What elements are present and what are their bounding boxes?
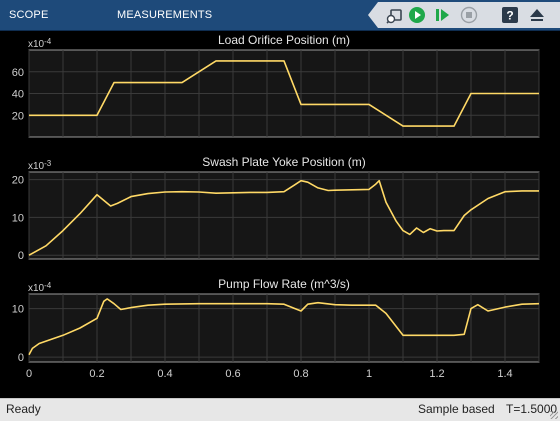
y-tick-label: 40	[12, 89, 24, 101]
tab-scope[interactable]: SCOPE	[9, 9, 49, 21]
y-tick-label: 20	[12, 110, 24, 122]
status-bar: Ready Sample based T=1.5000	[0, 398, 560, 421]
y-exponent-label: x10-4	[28, 37, 52, 50]
step-forward-icon[interactable]	[433, 6, 451, 24]
run-icon[interactable]	[408, 6, 426, 24]
scope-toolbar: SCOPE MEASUREMENTS ?	[0, 0, 560, 31]
resize-grip[interactable]	[550, 411, 558, 419]
x-tick-label: 0.6	[225, 368, 240, 380]
svg-text:?: ?	[506, 9, 513, 23]
axes-frame	[28, 293, 540, 363]
y-tick-label: 0	[18, 352, 24, 364]
x-tick-label: 1.4	[497, 368, 512, 380]
expand-icon[interactable]	[528, 6, 546, 24]
scope-panel-1: Load Orifice Position (m) 20 40 60 x10-4	[12, 33, 540, 138]
y-tick-label: 10	[12, 212, 24, 224]
x-tick-label: 1.2	[429, 368, 444, 380]
help-icon[interactable]: ?	[501, 6, 519, 24]
y-tick-label: 60	[12, 67, 24, 79]
y-exponent-label: x10-4	[28, 281, 52, 294]
series-line	[29, 60, 539, 127]
stop-icon[interactable]	[460, 6, 478, 24]
toolbar-button-group: ?	[368, 2, 560, 28]
highlight-block-icon[interactable]	[386, 6, 404, 24]
x-tick-label: 0	[26, 368, 32, 380]
scope-plot-area: Load Orifice Position (m) 20 40 60 x10-4 Swas…	[0, 31, 560, 397]
x-tick-label: 0.4	[157, 368, 172, 380]
tab-measurements[interactable]: MEASUREMENTS	[117, 9, 213, 21]
status-text: Ready	[6, 402, 41, 416]
panel-title: Swash Plate Yoke Position (m)	[202, 155, 365, 169]
series-line	[28, 179, 539, 256]
toolbar-button-panel	[368, 2, 560, 28]
axes-frame	[28, 171, 540, 260]
y-tick-label: 10	[12, 304, 24, 316]
simulation-time-text: T=1.5000	[506, 402, 558, 416]
x-tick-label: 0.2	[89, 368, 104, 380]
series-line	[28, 298, 540, 356]
y-tick-label: 0	[18, 250, 24, 262]
x-tick-label: 1	[366, 368, 372, 380]
scope-panel-2: Swash Plate Yoke Position (m) 0 10 20 x10-3	[12, 155, 540, 262]
sample-mode-text: Sample based	[418, 402, 495, 416]
scope-panel-3: Pump Flow Rate (m^3/s) 0 10 x10-4	[12, 277, 540, 364]
panel-title: Pump Flow Rate (m^3/s)	[218, 277, 350, 291]
y-tick-label: 20	[12, 175, 24, 187]
x-tick-label: 0.8	[293, 368, 308, 380]
y-exponent-label: x10-3	[28, 159, 52, 172]
panel-title: Load Orifice Position (m)	[218, 33, 350, 47]
